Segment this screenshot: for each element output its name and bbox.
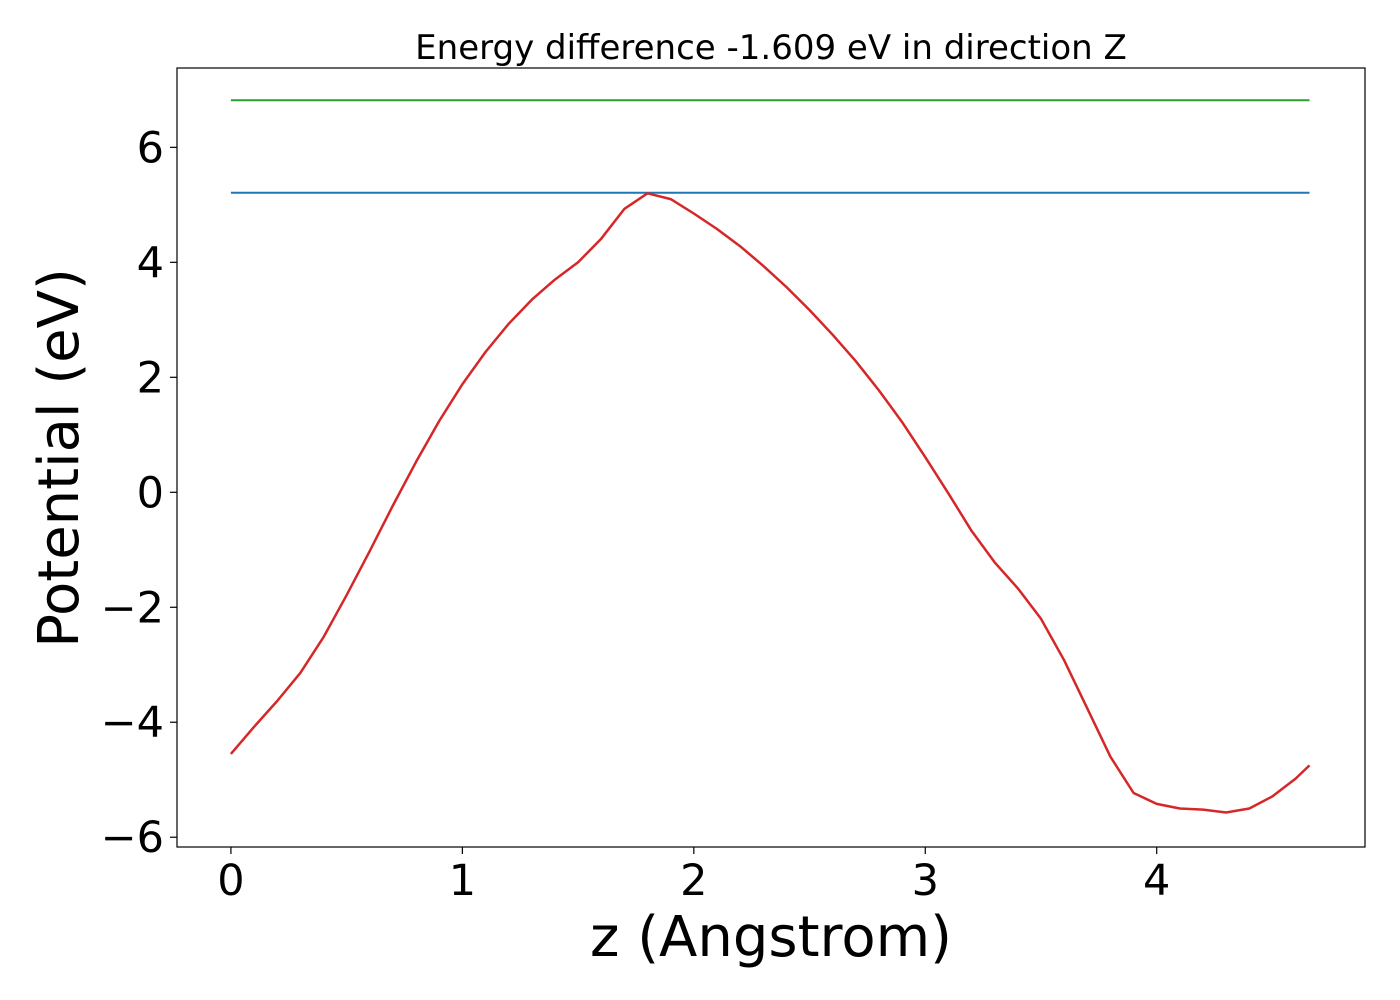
- y-tick-label: −4: [101, 698, 164, 748]
- y-tick-label: 4: [137, 238, 164, 288]
- y-axis-ticks: −6 −4 −2 0 2 4 6: [101, 123, 177, 863]
- y-tick-label: −6: [101, 813, 164, 863]
- series-layer: [229, 99, 1311, 814]
- y-axis-label: Potential (eV): [27, 268, 92, 648]
- chart-title: Energy difference -1.609 eV in direction…: [415, 28, 1127, 68]
- y-tick-label: −2: [101, 583, 164, 633]
- x-axis-label: z (Angstrom): [590, 905, 952, 970]
- y-tick-label: 2: [137, 353, 164, 403]
- y-tick-label: 0: [137, 468, 164, 518]
- y-tick-label: 6: [137, 123, 164, 173]
- x-tick-label: 3: [912, 856, 939, 906]
- x-tick-label: 4: [1143, 856, 1170, 906]
- potential-curve-2: [229, 192, 1311, 814]
- x-axis-ticks: 0 1 2 3 4: [217, 847, 1170, 906]
- x-tick-label: 0: [217, 856, 244, 906]
- x-tick-label: 2: [680, 856, 707, 906]
- plot-area-frame: [176, 67, 1366, 848]
- x-tick-label: 1: [449, 856, 476, 906]
